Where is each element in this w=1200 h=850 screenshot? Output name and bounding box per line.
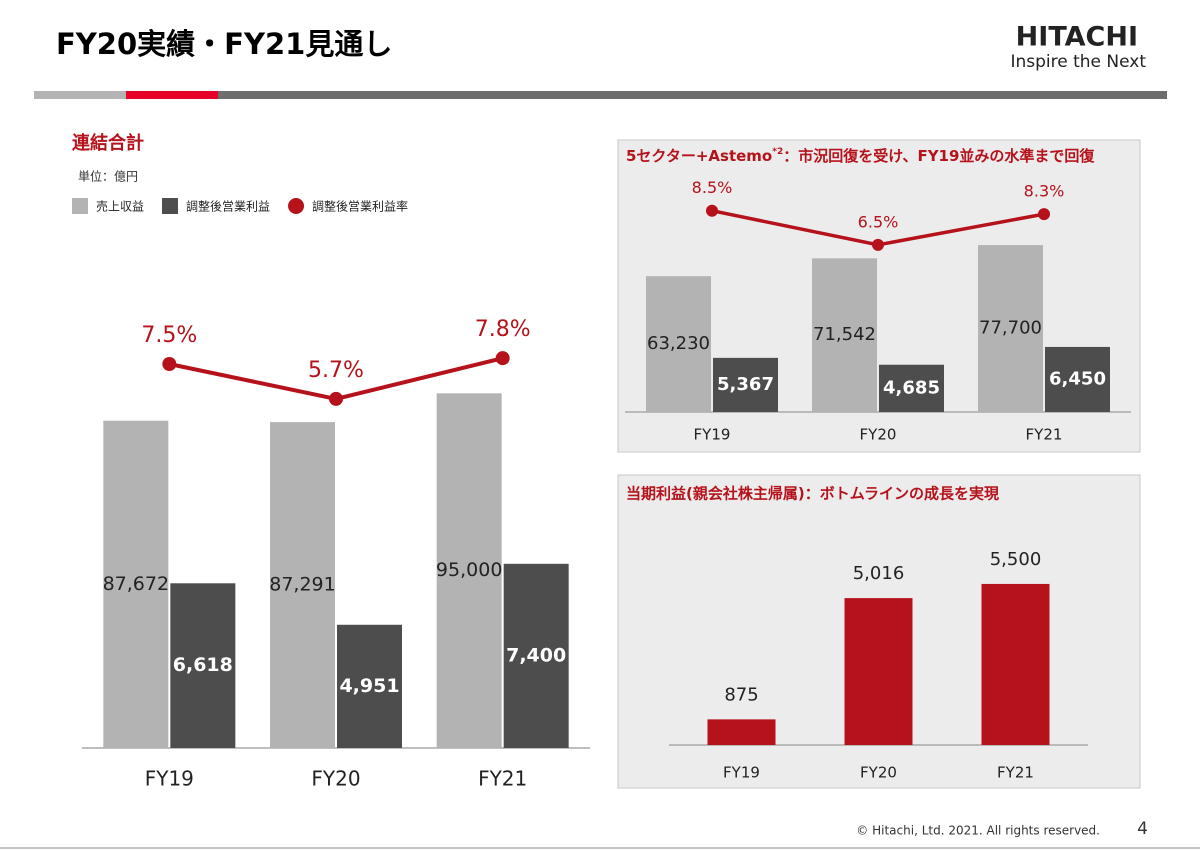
- value-label: 7.8%: [475, 317, 531, 342]
- bar: [879, 364, 944, 412]
- value-label: 87,291: [269, 574, 335, 596]
- stripe: [34, 91, 126, 99]
- x-tick-label: FY21: [997, 764, 1034, 782]
- bar: [503, 563, 569, 748]
- value-label: 5,500: [990, 549, 1042, 570]
- value-label: 5.7%: [308, 358, 364, 383]
- stripe: [126, 91, 218, 99]
- bar: [1045, 346, 1110, 412]
- bar: [646, 276, 711, 412]
- bar: [337, 624, 402, 748]
- value-label: 8.5%: [692, 178, 733, 197]
- legend-swatch: [72, 198, 88, 214]
- x-tick-label: FY20: [311, 767, 360, 791]
- value-label: 95,000: [436, 559, 502, 581]
- title-part: 5セクター+Astemo: [626, 147, 772, 165]
- line-point: [872, 238, 884, 251]
- line-point: [706, 204, 718, 217]
- copyright: © Hitachi, Ltd. 2021. All rights reserve…: [856, 824, 1100, 838]
- value-label: 4,685: [883, 377, 940, 398]
- line-point: [1038, 208, 1050, 221]
- tagline: Inspire the Next: [1010, 52, 1146, 72]
- chart-title: 連結合計: [72, 132, 144, 154]
- x-tick-label: FY20: [860, 426, 897, 444]
- value-label: 7,400: [506, 644, 566, 666]
- line-point: [162, 357, 177, 371]
- line-point: [329, 391, 343, 406]
- bar: [981, 583, 1050, 745]
- bar: [270, 422, 335, 748]
- chart-title: 当期利益(親会社株主帰属)：ボトムラインの成長を実現: [626, 485, 999, 503]
- value-label: 63,230: [647, 333, 710, 354]
- value-label: 8.3%: [1024, 182, 1065, 201]
- value-label: 5,016: [853, 563, 905, 584]
- title-note: *2: [772, 147, 783, 157]
- title-part: ：市況回復を受け、FY19並みの水準まで回復: [783, 147, 1095, 165]
- bar: [103, 420, 169, 748]
- logo: HITACHI: [1016, 22, 1138, 53]
- bar: [812, 258, 877, 412]
- value-label: 71,542: [813, 324, 876, 345]
- value-label: 6.5%: [858, 212, 899, 231]
- bar: [844, 598, 913, 745]
- bar: [713, 357, 778, 412]
- value-label: 6,618: [173, 654, 233, 676]
- legend-label: 調整後営業利益率: [312, 199, 408, 214]
- page-number: 4: [1137, 819, 1148, 839]
- slide-title: FY20実績・FY21見通し: [56, 27, 392, 61]
- unit-label: 単位：億円: [78, 169, 138, 184]
- value-label: 4,951: [339, 675, 399, 697]
- value-label: 875: [724, 684, 758, 705]
- x-tick-label: FY21: [1026, 426, 1063, 444]
- x-tick-label: FY21: [478, 767, 527, 791]
- chart-title: 5セクター+Astemo*2：市況回復を受け、FY19並みの水準まで回復: [626, 147, 1095, 165]
- bar: [436, 393, 502, 748]
- legend-label: 調整後営業利益: [186, 199, 270, 214]
- value-label: 6,450: [1049, 368, 1106, 389]
- value-label: 7.5%: [141, 323, 197, 348]
- legend-swatch: [162, 198, 179, 214]
- value-label: 77,700: [979, 318, 1042, 339]
- value-label: 5,367: [717, 374, 774, 395]
- legend-label: 売上収益: [96, 199, 144, 214]
- legend-swatch: [288, 198, 305, 214]
- x-tick-label: FY19: [694, 426, 731, 444]
- value-label: 87,672: [103, 573, 169, 595]
- stripe: [218, 91, 1167, 99]
- bar: [707, 719, 776, 745]
- line-point: [495, 351, 510, 366]
- x-tick-label: FY20: [860, 764, 897, 782]
- bar: [170, 583, 236, 748]
- x-tick-label: FY19: [723, 764, 760, 782]
- x-tick-label: FY19: [145, 767, 194, 791]
- bar: [978, 245, 1043, 412]
